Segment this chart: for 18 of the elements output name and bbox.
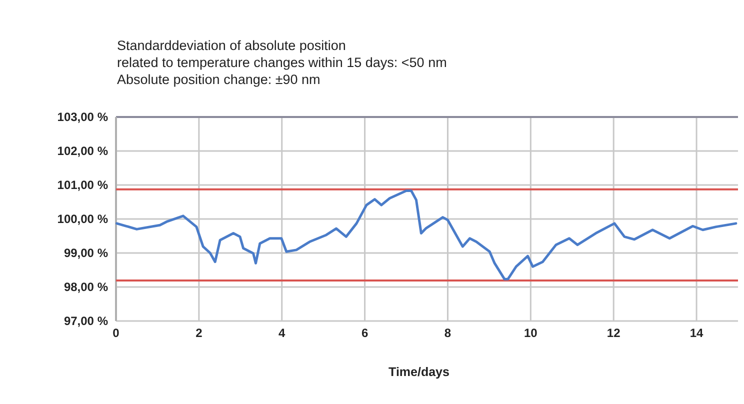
y-tick-label: 102,00 % <box>57 144 108 158</box>
x-tick-label: 14 <box>690 326 704 340</box>
y-tick-label: 98,00 % <box>64 280 108 294</box>
y-tick-label: 97,00 % <box>64 314 108 328</box>
x-tick-label: 2 <box>196 326 203 340</box>
x-tick-label: 6 <box>361 326 368 340</box>
x-axis-title: Time/days <box>388 365 450 379</box>
x-tick-label: 0 <box>112 326 120 340</box>
x-tick-label: 4 <box>278 326 286 340</box>
y-tick-label: 101,00 % <box>57 178 108 192</box>
x-tick-label: 8 <box>444 326 452 340</box>
line-series <box>116 190 738 280</box>
x-tick-label: 12 <box>606 326 621 340</box>
chart-title: Standarddeviation of absolute position related to temperature changes within 15 days: <50 nm Absolute position change: ±90 nm <box>117 38 447 87</box>
y-tick-label: 100,00 % <box>57 212 108 226</box>
y-tick-label: 103,00 % <box>57 110 108 124</box>
x-tick-label: 10 <box>524 326 538 340</box>
y-tick-label: 99,00 % <box>64 246 108 260</box>
